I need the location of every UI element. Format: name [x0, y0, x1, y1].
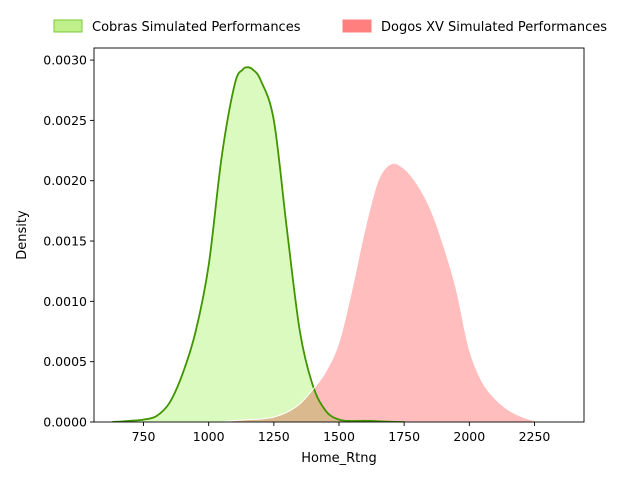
density-line-cobras — [112, 66, 405, 422]
x-tick-label: 1500 — [323, 429, 355, 444]
y-tick-label: 0.0015 — [43, 234, 87, 249]
density-area-cobras — [112, 67, 405, 422]
x-tick-label: 750 — [132, 429, 156, 444]
legend-swatch-cobras — [53, 19, 83, 33]
legend-label-dogos: Dogos XV Simulated Performances — [381, 20, 607, 35]
plot-area — [112, 66, 543, 422]
x-tick-label: 2250 — [519, 429, 551, 444]
x-tick-label: 2000 — [453, 429, 485, 444]
legend-label-cobras: Cobras Simulated Performances — [92, 20, 301, 35]
x-axis: 750 1000 1250 1500 1750 2000 2250 — [132, 422, 551, 444]
x-tick-label: 1250 — [258, 429, 290, 444]
y-tick-label: 0.0000 — [43, 415, 87, 430]
density-area-dogos — [221, 163, 543, 422]
legend-swatch-dogos — [342, 19, 372, 33]
x-axis-label: Home_Rtng — [301, 451, 377, 466]
y-axis: 0.0000 0.0005 0.0010 0.0015 0.0020 0.0025 0.00… — [43, 53, 94, 430]
y-tick-label: 0.0030 — [43, 53, 87, 68]
y-tick-label: 0.0005 — [43, 354, 87, 369]
density-line-dogos — [221, 162, 543, 422]
x-tick-label: 1000 — [193, 429, 225, 444]
x-tick-label: 1750 — [388, 429, 420, 444]
y-tick-label: 0.0020 — [43, 173, 87, 188]
y-tick-label: 0.0025 — [43, 113, 87, 128]
legend: Cobras Simulated Performances Dogos XV S… — [53, 19, 607, 35]
y-tick-label: 0.0010 — [43, 294, 87, 309]
y-axis-label: Density — [15, 210, 30, 260]
